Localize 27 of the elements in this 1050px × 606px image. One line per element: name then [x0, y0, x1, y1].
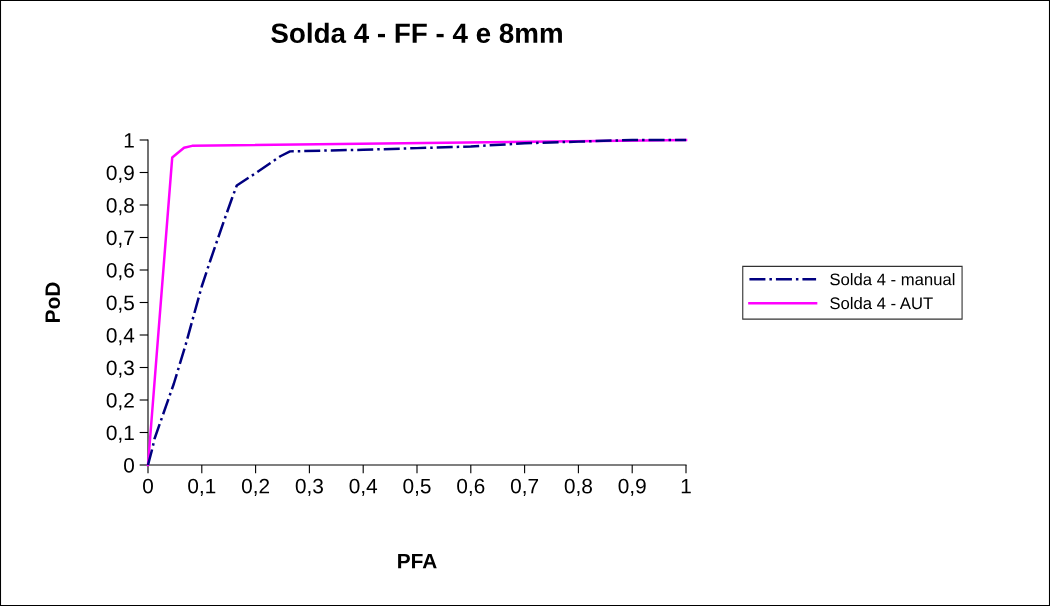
x-tick-label: 0,5 [403, 478, 431, 496]
legend-label: Solda 4 - manual [830, 273, 955, 286]
y-tick-label: 0,7 [106, 230, 134, 248]
x-tick-label: 0,3 [295, 478, 323, 496]
y-axis-title: PoD [45, 282, 61, 322]
y-tick-label: 0,8 [106, 198, 134, 216]
y-tick-label: 0,3 [106, 360, 134, 378]
legend-label: Solda 4 - AUT [830, 296, 933, 310]
y-tick-label: 0 [124, 458, 134, 473]
y-tick-label: 0,9 [106, 165, 134, 183]
x-tick-label: 0,1 [188, 478, 216, 496]
x-tick-label: 0,9 [618, 478, 646, 496]
x-tick-label: 0,2 [241, 478, 270, 496]
y-tick-label: 0,2 [106, 393, 134, 411]
y-tick-label: 0,5 [106, 295, 134, 313]
y-tick-label: 0,1 [106, 425, 134, 443]
y-tick-label: 0,4 [106, 328, 135, 346]
x-tick-label: 1 [681, 478, 691, 494]
x-tick-label: 0,6 [457, 478, 485, 496]
y-tick-label: 0,6 [106, 263, 134, 281]
chart-title: Solda 4 - FF - 4 e 8mm [271, 22, 562, 44]
x-tick-label: 0 [143, 478, 153, 494]
y-tick-label: 1 [124, 133, 134, 148]
x-tick-label: 0,8 [564, 478, 592, 496]
x-tick-label: 0,4 [349, 478, 378, 496]
x-tick-label: 0,7 [510, 478, 539, 496]
x-axis-title: PFA [398, 553, 437, 569]
